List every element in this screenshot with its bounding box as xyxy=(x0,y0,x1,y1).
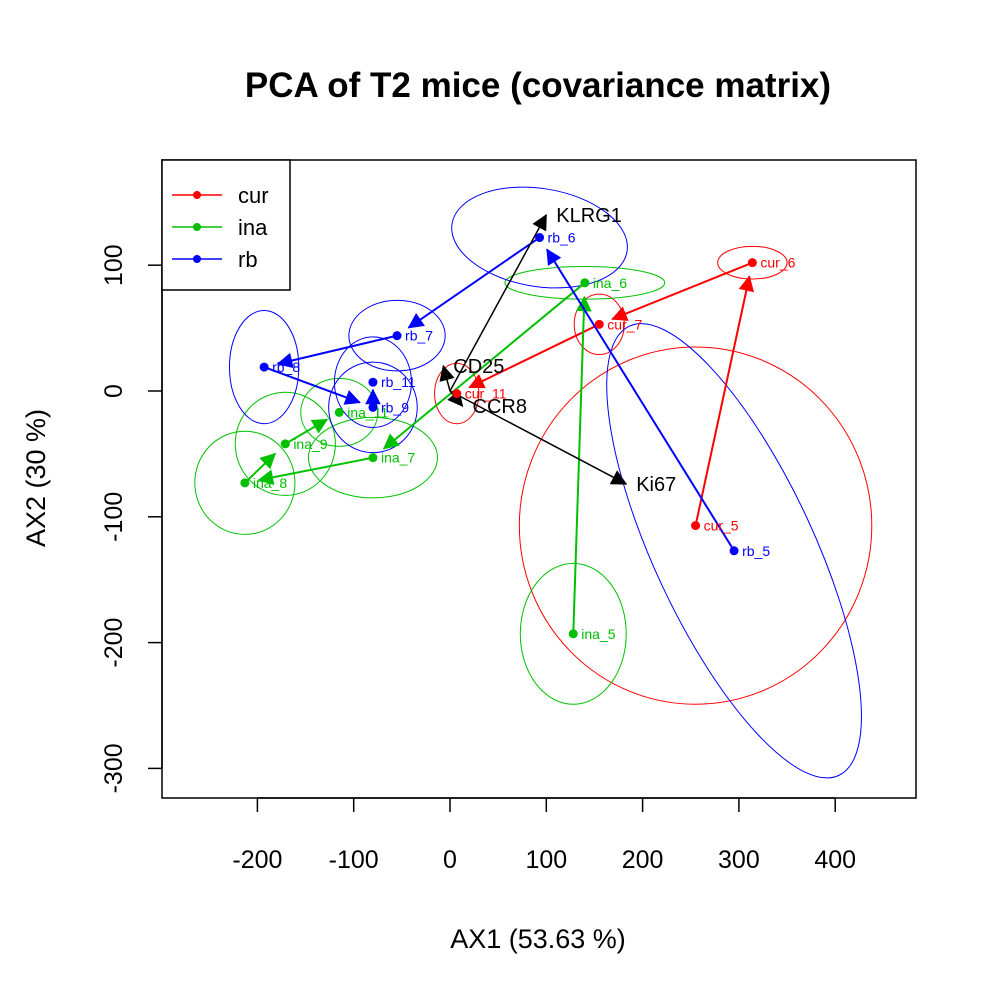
point-rb-6 xyxy=(535,233,545,243)
point-label-cur-6: cur_6 xyxy=(760,255,795,271)
confidence-ellipses xyxy=(194,186,873,779)
point-ina-6 xyxy=(580,278,590,288)
chart-title: PCA of T2 mice (covariance matrix) xyxy=(245,66,831,105)
legend-label-ina: ina xyxy=(238,215,268,240)
x-tick-label: -100 xyxy=(329,846,379,874)
point-label-ina-9: ina_9 xyxy=(293,436,327,452)
y-axis: -300 -200 -100 0 100 xyxy=(100,244,163,793)
ellipse-cur-11 xyxy=(434,362,480,425)
point-label-ina-6: ina_6 xyxy=(593,275,627,291)
x-tick-label: -200 xyxy=(232,846,282,874)
trajectory-rb-7-to-rb-8 xyxy=(276,334,398,369)
x-tick-label: 200 xyxy=(622,846,664,874)
legend: cur ina rb xyxy=(161,159,291,291)
ellipse-ina-5 xyxy=(519,562,627,705)
variable-arrow-klrg1 xyxy=(449,213,547,392)
ellipse-cur-7 xyxy=(573,293,625,356)
x-tick-label: 100 xyxy=(525,846,567,874)
point-label-rb-9: rb_9 xyxy=(381,399,409,415)
variable-arrow-ki67 xyxy=(449,390,628,485)
variable-arrow-cd25 xyxy=(439,364,455,392)
point-label-rb-7: rb_7 xyxy=(405,328,433,344)
trajectory-rb-6-to-rb-7 xyxy=(407,236,541,329)
ellipse-ina-8 xyxy=(194,430,296,535)
point-label-rb-5: rb_5 xyxy=(742,543,770,559)
legend-box xyxy=(161,159,291,291)
ellipse-rb-5 xyxy=(606,323,862,779)
legend-item-ina: ina xyxy=(172,215,268,240)
variable-label-ki67: Ki67 xyxy=(636,474,676,496)
point-cur-5 xyxy=(691,521,701,531)
trajectory-ina-8-to-ina-9 xyxy=(244,452,277,484)
point-rb-9 xyxy=(368,402,378,412)
point-ina-8 xyxy=(240,478,250,488)
point-cur-11 xyxy=(452,389,462,399)
point-ina-11 xyxy=(334,407,344,417)
x-tick-label: 400 xyxy=(814,846,856,874)
trajectory-cur-7-to-cur-11 xyxy=(468,323,600,389)
point-label-rb-8: rb_8 xyxy=(272,359,300,375)
point-label-rb-11: rb_11 xyxy=(381,374,416,390)
y-axis-title: AX2 (30 %) xyxy=(21,409,51,547)
x-tick-label: 300 xyxy=(718,846,760,874)
y-tick-label: 100 xyxy=(100,244,128,286)
ellipse-cur-6 xyxy=(717,245,788,280)
point-ina-7 xyxy=(368,453,378,463)
variable-label-ccr8: CCR8 xyxy=(473,396,527,418)
point-label-rb-6: rb_6 xyxy=(548,230,576,246)
ellipse-rb-7 xyxy=(348,299,446,372)
ellipse-rb-9 xyxy=(328,361,418,454)
point-cur-7 xyxy=(594,319,604,329)
y-tick-label: -100 xyxy=(100,492,128,542)
y-tick-label: -300 xyxy=(100,743,128,793)
point-label-ina-7: ina_7 xyxy=(381,450,415,466)
point-label-ina-11: ina_11 xyxy=(347,404,388,420)
legend-item-rb: rb xyxy=(172,247,258,272)
ellipse-rb-8 xyxy=(228,309,300,425)
y-tick-label: 0 xyxy=(100,384,128,398)
point-cur-6 xyxy=(747,258,757,268)
point-label-ina-5: ina_5 xyxy=(581,626,615,642)
trajectory-ina-9-to-ina-11 xyxy=(284,418,329,445)
x-tick-label: 0 xyxy=(443,846,457,874)
x-axis: -200 -100 0 100 200 300 400 xyxy=(232,797,856,874)
ellipse-ina-7 xyxy=(307,416,438,499)
ellipse-rb-11 xyxy=(333,336,412,428)
ellipse-ina-9 xyxy=(234,391,336,496)
x-axis-title: AX1 (53.63 %) xyxy=(450,924,626,954)
point-label-cur-7: cur_7 xyxy=(607,316,642,332)
ellipse-rb-6 xyxy=(451,186,628,289)
trajectory-ina-7-to-ina-8 xyxy=(257,456,374,486)
ellipse-cur-5 xyxy=(518,346,873,705)
point-label-cur-5: cur_5 xyxy=(704,518,739,534)
variable-label-cd25: CD25 xyxy=(453,356,504,378)
data-points: cur_5 cur_6 cur_7 cur_11 ina_5 ina_6 ina_7 ina_… xyxy=(240,230,796,642)
trajectory-arrows xyxy=(244,236,754,634)
legend-item-cur: cur xyxy=(172,183,269,208)
point-label-cur-11: cur_11 xyxy=(465,386,507,402)
trajectory-rb-8-to-rb-9 xyxy=(263,366,361,405)
point-rb-11 xyxy=(368,377,378,387)
point-rb-5 xyxy=(729,546,739,556)
point-ina-9 xyxy=(280,439,290,449)
legend-label-rb: rb xyxy=(238,247,258,272)
trajectory-rb-5-to-rb-6 xyxy=(546,248,735,552)
point-rb-7 xyxy=(392,331,402,341)
y-tick-label: -200 xyxy=(100,618,128,668)
trajectory-ina-6-to-ina-7 xyxy=(382,282,586,450)
point-ina-5 xyxy=(568,629,578,639)
variable-label-klrg1: KLRG1 xyxy=(556,205,622,227)
point-label-ina-8: ina_8 xyxy=(253,475,287,491)
point-rb-8 xyxy=(259,362,269,372)
trajectory-cur-6-to-cur-7 xyxy=(611,261,753,321)
legend-label-cur: cur xyxy=(238,183,269,208)
trajectory-cur-5-to-cur-6 xyxy=(694,275,754,526)
